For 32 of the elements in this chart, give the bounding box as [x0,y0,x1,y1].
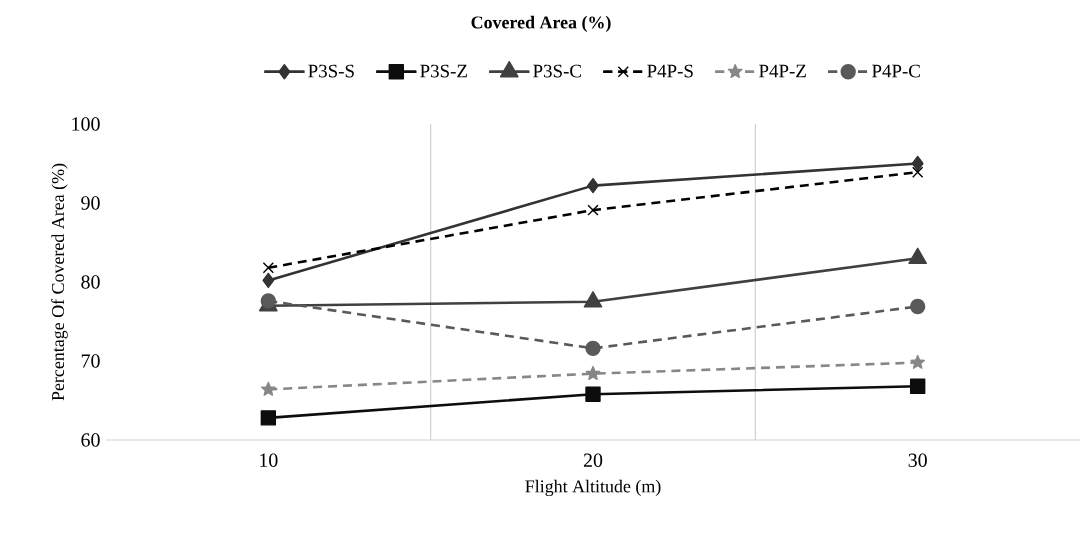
point [585,340,601,357]
x-tick-label: 20 [583,453,603,467]
point [262,272,275,289]
point [260,381,276,396]
point [585,365,601,380]
y-tick-label: 80 [81,275,100,289]
chart-title: Covered Area (%) [471,15,611,33]
x-tick-label: 30 [908,453,927,467]
point [585,386,601,402]
legend-label: P4P-Z [759,64,806,78]
point [909,378,926,394]
y-tick-label: 70 [81,354,100,368]
point [587,204,599,216]
y-tick-label: 60 [81,433,100,447]
x-axis-title: Flight Altitude (m) [525,479,661,497]
point [909,298,926,315]
point [910,354,926,369]
legend-label: P3S-Z [420,64,467,78]
point [911,155,924,172]
point [912,166,924,178]
y-tick-label: 90 [81,196,100,210]
x-tick-label: 10 [260,453,278,467]
y-axis-title: Percentage Of Covered Area (%) [51,163,68,401]
point [583,291,603,308]
legend-label: P4P-C [872,64,920,78]
point [262,262,274,274]
y-tick-label: 100 [72,117,100,131]
point [587,177,599,194]
legend-label: P3S-S [308,64,354,78]
legend-label: P3S-C [533,64,581,78]
legend-label: P4P-S [647,64,693,78]
point [260,410,277,426]
